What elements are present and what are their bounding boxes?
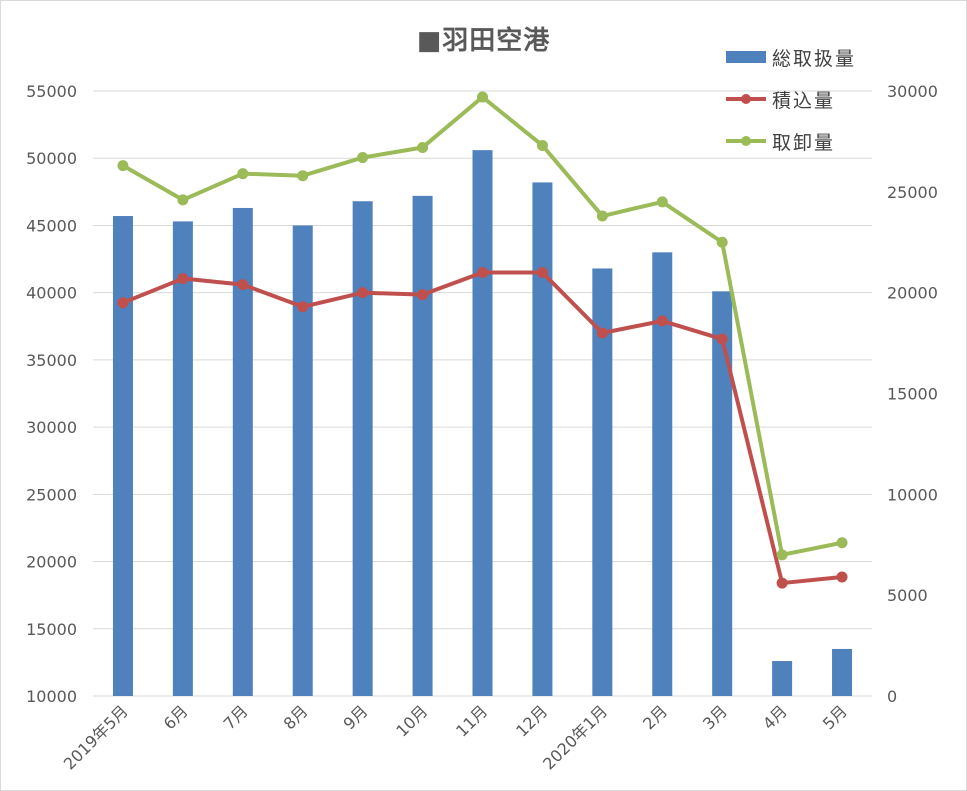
line-point: [357, 287, 369, 299]
line-point: [477, 91, 488, 103]
x-tick-label: 11月: [452, 701, 491, 740]
y-left-tick-label: 10000: [26, 687, 77, 706]
line-point: [117, 160, 129, 172]
y-right-tick-label: 5000: [887, 586, 928, 605]
line-point: [417, 289, 429, 301]
line-point: [177, 194, 189, 206]
bar: [172, 221, 193, 696]
bar: [232, 207, 253, 696]
x-tick-label: 3月: [699, 701, 731, 733]
line-point: [836, 571, 848, 583]
x-tick-label: 2月: [639, 701, 671, 733]
line-point: [776, 577, 788, 589]
line-point: [357, 152, 369, 164]
bar: [112, 216, 133, 697]
x-tick-label: 10月: [392, 701, 431, 740]
legend-item-unloaded: 取卸量: [726, 120, 856, 162]
bar: [652, 252, 673, 697]
line-point: [297, 170, 309, 182]
y-left-tick-label: 40000: [26, 284, 77, 303]
x-tick-label: 4月: [759, 701, 791, 733]
legend-swatch-bar: [726, 51, 766, 63]
legend-item-total: 総取扱量: [726, 36, 856, 78]
y-left-tick-label: 30000: [26, 418, 77, 437]
legend-label-total: 総取扱量: [772, 47, 857, 70]
y-left-tick-label: 50000: [26, 149, 77, 168]
bar: [412, 195, 433, 696]
legend-swatch-line-green: [726, 136, 766, 146]
line-point: [716, 236, 728, 248]
y-right-tick-label: 25000: [887, 183, 938, 202]
y-right-tick-label: 15000: [887, 385, 938, 404]
y-left-tick-label: 55000: [26, 82, 77, 101]
y-right-tick-label: 10000: [887, 485, 938, 504]
line-point: [237, 168, 249, 180]
line-point: [656, 196, 668, 208]
line-point: [596, 327, 608, 339]
bar: [712, 291, 733, 696]
line-point: [536, 267, 548, 278]
legend-label-loaded: 積込量: [772, 89, 836, 112]
line-point: [716, 333, 728, 345]
y-left-tick-label: 45000: [26, 216, 77, 235]
x-tick-label: 2020年1月: [539, 701, 611, 773]
x-tick-label: 9月: [340, 701, 372, 733]
line-point: [477, 267, 488, 278]
x-tick-label: 2019年5月: [60, 701, 132, 773]
y-left-tick-label: 25000: [26, 485, 77, 504]
x-tick-label: 7月: [220, 701, 252, 733]
y-left-tick-label: 35000: [26, 351, 77, 370]
y-right-tick-label: 30000: [887, 82, 938, 101]
legend-item-loaded: 積込量: [726, 78, 856, 120]
bar: [352, 201, 373, 696]
bar: [532, 182, 553, 696]
line-point: [776, 549, 788, 561]
bar: [832, 648, 853, 696]
line-point: [117, 297, 129, 309]
legend-label-unloaded: 取卸量: [772, 131, 836, 154]
x-tick-label: 5月: [819, 701, 851, 733]
line-point: [656, 315, 668, 327]
line-point: [177, 273, 189, 285]
y-right-tick-label: 0: [887, 687, 897, 706]
chart-title: ■羽田空港: [416, 26, 551, 56]
line-point: [836, 537, 848, 549]
x-tick-label: 6月: [160, 701, 192, 733]
line-point: [417, 141, 429, 153]
line-point: [596, 210, 608, 222]
y-left-tick-label: 20000: [26, 553, 77, 572]
y-right-tick-label: 20000: [887, 284, 938, 303]
line-point: [297, 301, 309, 313]
bar: [472, 150, 493, 697]
line-point: [237, 279, 249, 291]
legend-swatch-line-red: [726, 94, 766, 104]
bar: [592, 268, 613, 696]
x-tick-label: 12月: [512, 701, 551, 740]
legend: 総取扱量 積込量 取卸量: [726, 36, 856, 162]
y-left-tick-label: 15000: [26, 620, 77, 639]
line-point: [536, 139, 548, 151]
x-tick-label: 8月: [280, 701, 312, 733]
bar: [292, 225, 313, 696]
bar: [772, 661, 793, 696]
